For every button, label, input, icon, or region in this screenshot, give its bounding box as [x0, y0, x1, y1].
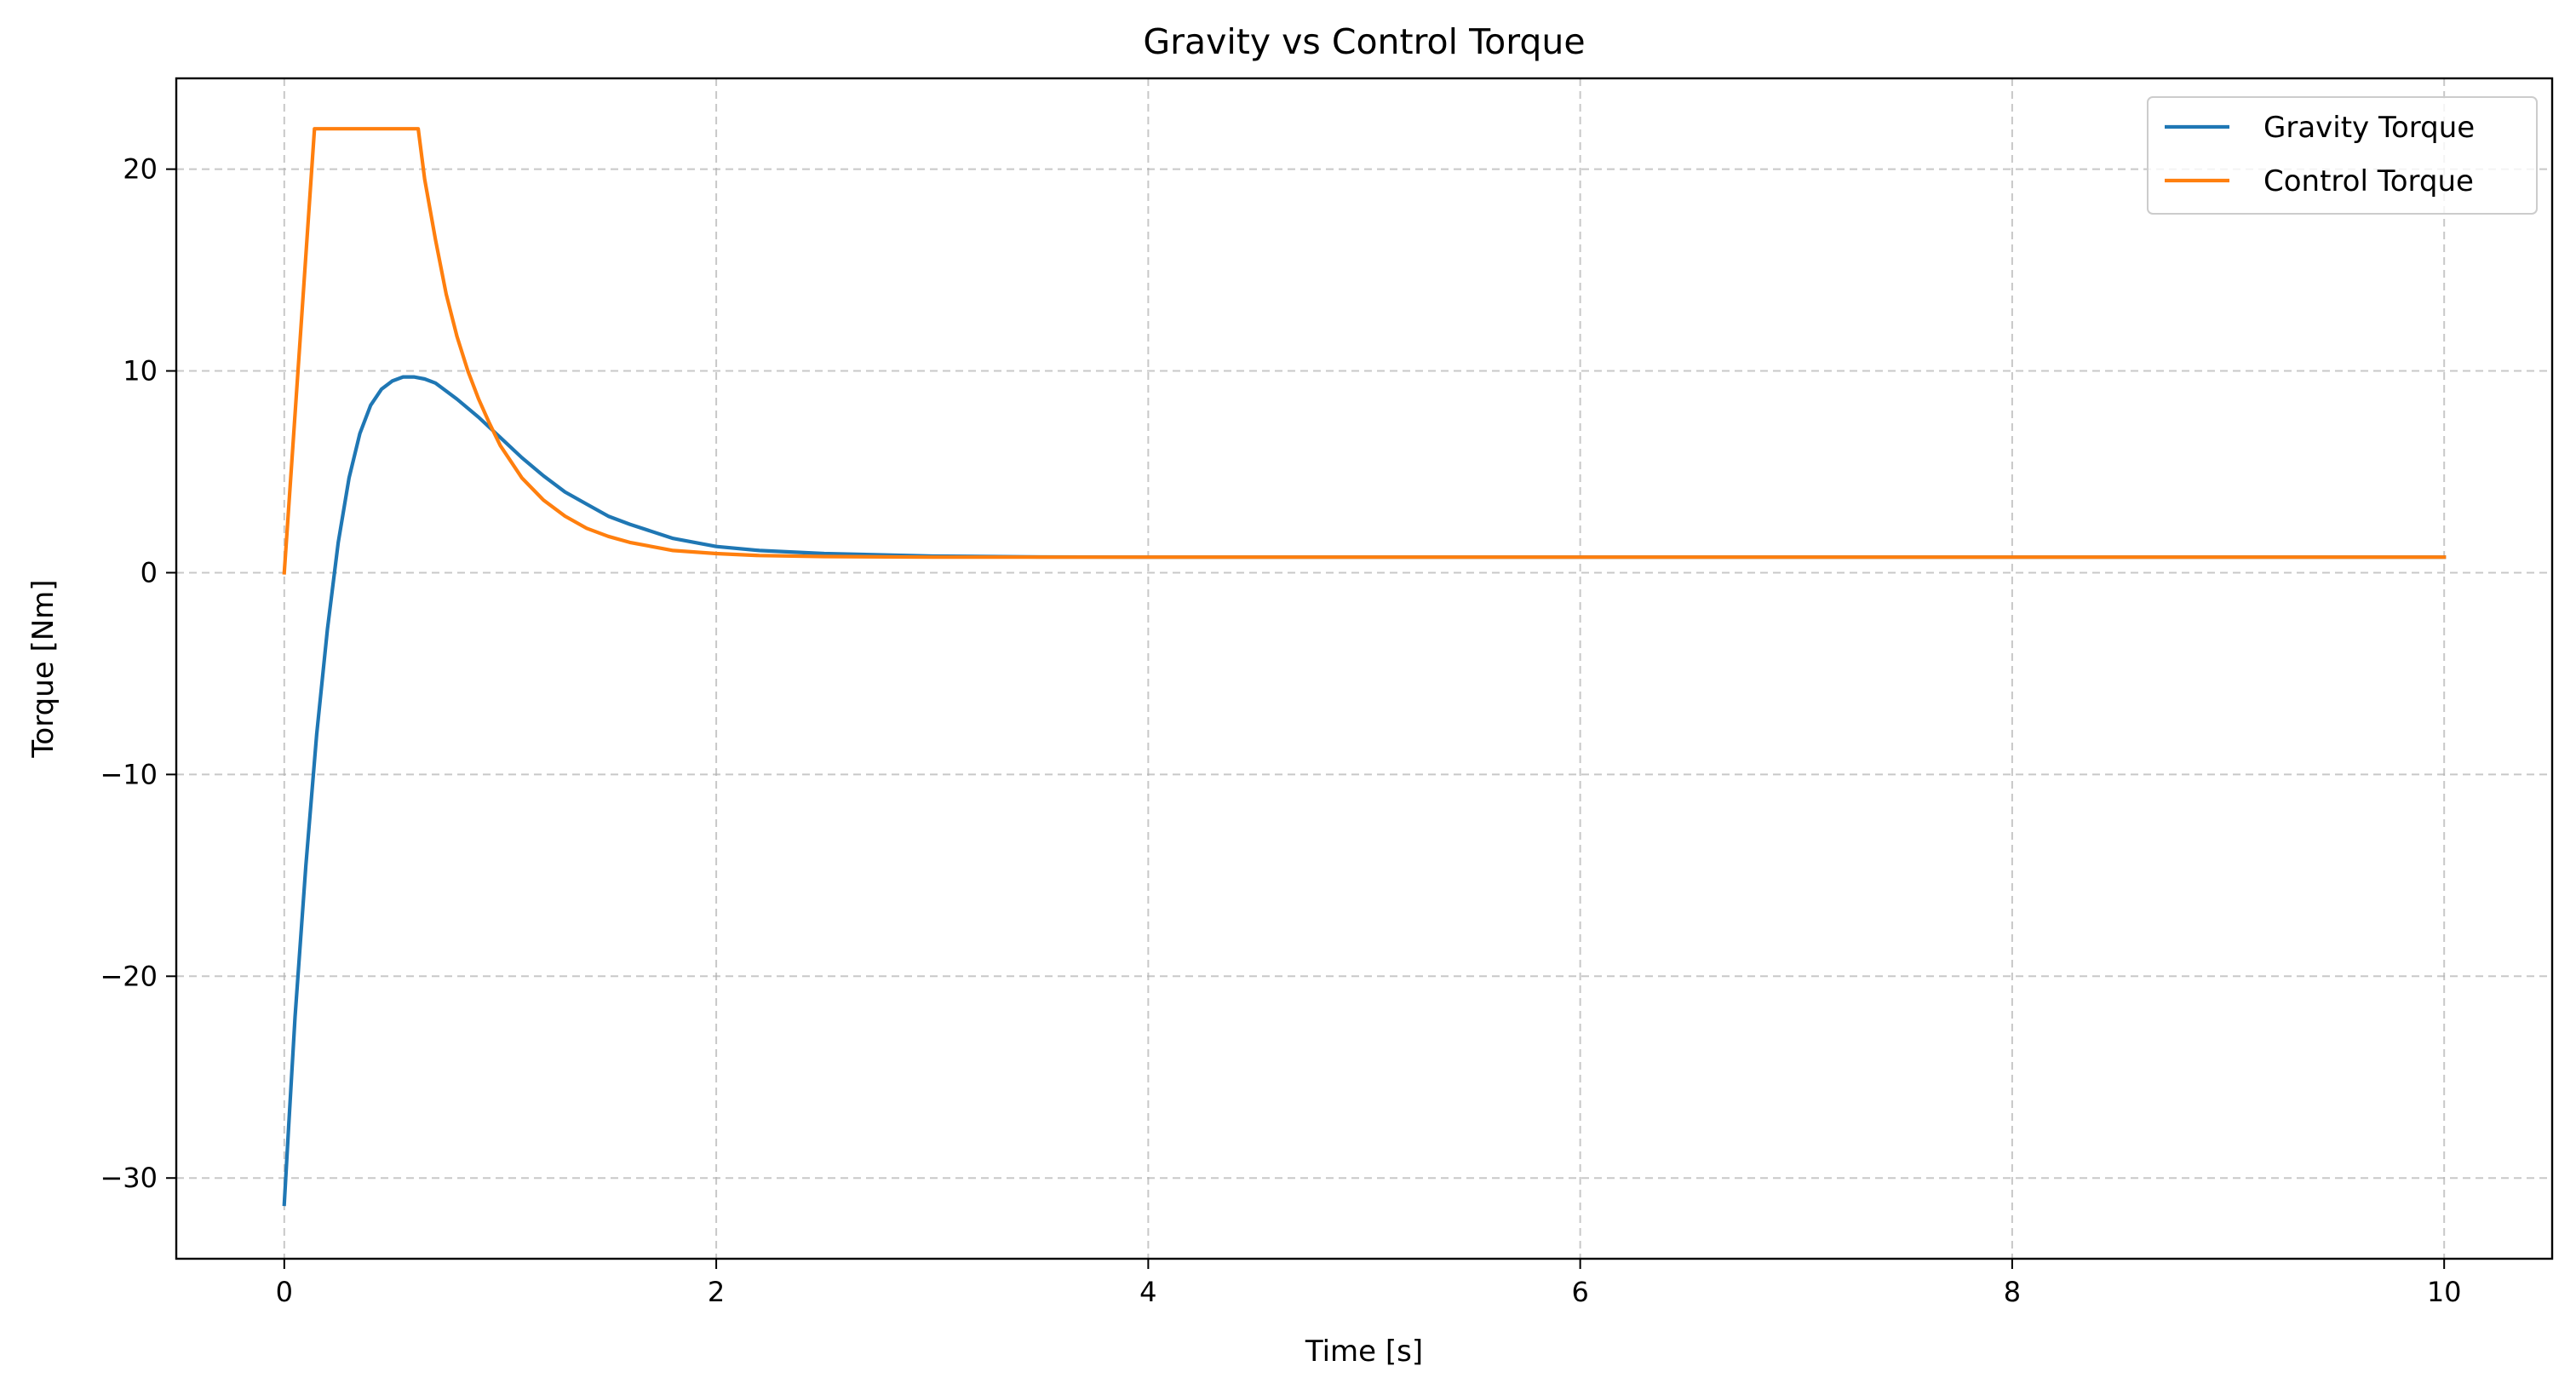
x-tick-label: 6	[1571, 1276, 1588, 1308]
x-tick-label: 8	[2004, 1276, 2021, 1308]
y-tick-label: 10	[123, 355, 158, 388]
legend-label: Control Torque	[2263, 164, 2474, 198]
x-tick-label: 10	[2427, 1276, 2462, 1308]
plot-frame	[175, 77, 2554, 1260]
y-tick-label: 0	[141, 556, 158, 588]
y-tick-label: 20	[123, 153, 158, 186]
x-tick-label: 0	[276, 1276, 293, 1308]
y-axis-label: Torque [Nm]	[26, 579, 60, 758]
series-line-control-torque	[282, 127, 2447, 575]
x-axis-label: Time [s]	[1305, 1335, 1423, 1369]
ticks: 0 2 4 6 8 10 −30 −20 −10 0 10 20	[100, 153, 2461, 1308]
x-tick-label: 4	[1139, 1276, 1156, 1308]
chart-title: Gravity vs Control Torque	[1143, 21, 1585, 62]
legend: Gravity Torque Control Torque	[2147, 96, 2538, 215]
y-tick-label: −20	[100, 960, 158, 992]
series-lines	[282, 127, 2447, 1207]
legend-label: Gravity Torque	[2263, 111, 2475, 145]
grid	[176, 78, 2552, 1259]
legend-box	[2147, 96, 2538, 215]
x-tick-label: 2	[708, 1276, 725, 1308]
y-tick-label: −30	[100, 1162, 158, 1194]
y-tick-label: −10	[100, 758, 158, 790]
